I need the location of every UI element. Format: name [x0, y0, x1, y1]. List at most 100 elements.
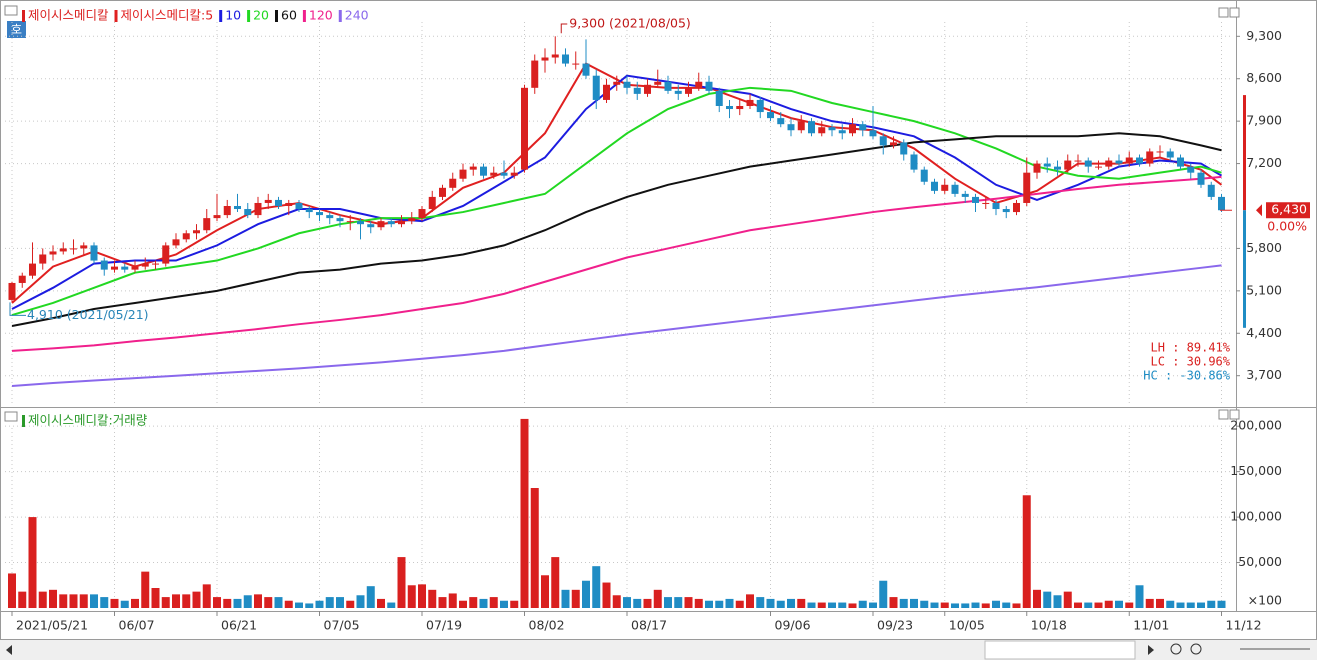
candle-body: [29, 263, 36, 276]
panel-icon[interactable]: [4, 5, 18, 16]
volume-bar: [1094, 602, 1103, 608]
window-button[interactable]: [1218, 7, 1229, 18]
volume-bar: [38, 591, 47, 608]
candle-body: [172, 239, 180, 246]
legend-swatch: [302, 10, 306, 22]
legend-swatch: [247, 10, 251, 22]
volume-bar: [1186, 602, 1195, 608]
volume-bar: [582, 580, 590, 608]
ma-line: [11, 264, 1222, 387]
volume-bar: [254, 594, 262, 608]
candle-body: [900, 142, 908, 155]
candle-body: [8, 282, 16, 300]
volume-bar: [1104, 600, 1113, 608]
volume-bar: [1084, 602, 1093, 608]
volume-bar: [571, 589, 580, 608]
min-pointer: [9, 302, 26, 316]
volume-bar: [756, 597, 765, 608]
volume-bar: [500, 600, 508, 608]
volume-bar: [1033, 589, 1041, 608]
window-button[interactable]: [1229, 409, 1240, 420]
candle-body: [162, 245, 170, 264]
candle-body: [152, 263, 159, 265]
volume-bar: [674, 597, 683, 608]
volume-bar: [746, 594, 754, 608]
x-tick-label: 11/01: [1133, 618, 1169, 633]
volume-bar: [1207, 600, 1216, 608]
panel-icon[interactable]: [4, 411, 18, 422]
volume-bar: [336, 597, 344, 608]
window-button[interactable]: [1229, 7, 1240, 18]
candle-body: [131, 266, 139, 270]
volume-bar: [418, 584, 426, 608]
volume-bar: [807, 602, 816, 608]
change-label: 0.00%: [1267, 219, 1307, 234]
candle-body: [705, 81, 713, 91]
volume-bar: [858, 600, 867, 608]
volume-bar: [28, 517, 37, 608]
candle-body: [787, 124, 795, 131]
candle-body: [592, 75, 600, 100]
y-tick-label: 8,600: [1246, 70, 1282, 85]
volume-bar: [59, 594, 68, 608]
candle-body: [387, 221, 395, 225]
candle-body: [562, 54, 569, 64]
volume-bar: [172, 594, 180, 608]
candle-body: [326, 215, 334, 219]
candle-body: [70, 248, 77, 250]
volume-bar: [428, 589, 437, 608]
candle-body: [541, 57, 549, 61]
candle-body: [931, 181, 938, 191]
scroll-left[interactable]: [6, 645, 12, 655]
volume-bar: [530, 488, 539, 608]
max-label: 9,300 (2021/08/05): [569, 16, 691, 31]
legend-label: 240: [345, 8, 369, 23]
volume-bar: [1012, 603, 1021, 608]
y-tick-label: 100,000: [1230, 509, 1282, 524]
zoom-out[interactable]: [1170, 643, 1182, 655]
candle-body: [398, 221, 405, 225]
volume-bar: [387, 602, 396, 608]
volume-bar: [407, 585, 416, 608]
ma-line: [11, 132, 1222, 327]
candle-body: [182, 233, 190, 240]
volume-bar: [920, 600, 929, 608]
y-tick-label: 7,200: [1246, 155, 1282, 170]
candle-body: [992, 202, 1000, 210]
candle-body: [1033, 163, 1041, 173]
legend-label: 60: [281, 8, 297, 23]
candle-body: [767, 112, 774, 119]
candle-body: [879, 136, 887, 146]
volume-bar: [1145, 598, 1154, 608]
volume-bar: [1176, 602, 1185, 608]
volume-bar: [828, 602, 836, 608]
candle-body: [808, 121, 815, 134]
candle-body: [1013, 202, 1020, 213]
candle-body: [377, 221, 385, 228]
x-tick-label: 07/19: [426, 618, 462, 633]
y-tick-label: 7,900: [1246, 113, 1282, 128]
candle-body: [1054, 166, 1061, 170]
candle-body: [264, 199, 272, 203]
volume-bar: [592, 566, 601, 608]
candle-body: [316, 212, 323, 216]
legend-label: 제이시스메디칼:5: [121, 8, 214, 23]
window-button[interactable]: [1218, 409, 1229, 420]
scroll-right[interactable]: [1148, 645, 1154, 655]
volume-bar: [49, 589, 57, 608]
volume-bar: [1074, 602, 1082, 608]
volume-bar: [664, 597, 672, 608]
volume-bar: [182, 594, 191, 608]
scroll-thumb[interactable]: [984, 640, 1136, 660]
y-tick-label: 3,700: [1246, 367, 1282, 382]
volume-bar: [1166, 600, 1175, 608]
stat-label: HC : -30.86%: [1143, 369, 1230, 383]
volume-bar: [715, 600, 724, 608]
volume-bar: [725, 598, 734, 608]
zoom-in[interactable]: [1190, 643, 1202, 655]
volume-bar: [899, 598, 908, 608]
candle-body: [828, 127, 836, 131]
unit-label: ×100: [1248, 593, 1282, 608]
candle-body: [39, 254, 47, 264]
